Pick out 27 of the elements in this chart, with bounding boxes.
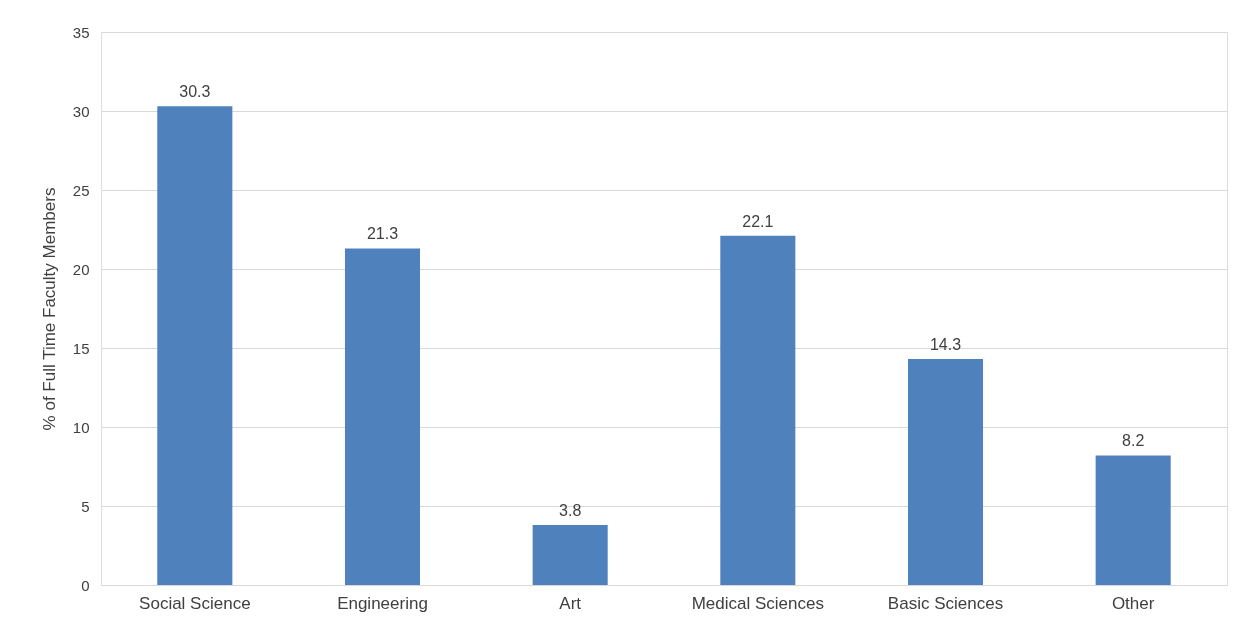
x-tick-label: Medical Sciences — [691, 593, 824, 613]
y-tick-label: 35 — [72, 23, 90, 41]
x-tick-label: Social Science — [139, 593, 251, 613]
data-label: 8.2 — [1122, 432, 1145, 450]
y-tick-label: 30 — [72, 102, 90, 120]
y-tick-label: 25 — [72, 181, 90, 199]
x-tick-label: Other — [1111, 593, 1155, 613]
x-tick-label: Basic Sciences — [887, 593, 1004, 613]
bar — [1095, 455, 1171, 585]
y-tick-label: 10 — [72, 418, 90, 436]
x-tick-label: Art — [559, 593, 582, 613]
bar — [907, 359, 984, 585]
bar — [157, 106, 233, 585]
data-label: 3.8 — [559, 501, 582, 519]
y-tick-label: 5 — [81, 497, 90, 515]
bar — [532, 524, 608, 585]
bar — [720, 235, 796, 585]
x-tick-label: Engineering — [337, 593, 428, 613]
data-label: 21.3 — [366, 225, 399, 243]
y-tick-label: 20 — [72, 260, 90, 278]
data-label: 22.1 — [742, 212, 774, 230]
data-label: 30.3 — [179, 83, 211, 101]
data-label: 14.3 — [929, 336, 962, 354]
y-tick-label: 15 — [72, 339, 90, 357]
bar — [344, 248, 421, 585]
y-axis-title: % of Full Time Faculty Members — [39, 187, 59, 431]
y-tick-label: 0 — [81, 576, 90, 594]
